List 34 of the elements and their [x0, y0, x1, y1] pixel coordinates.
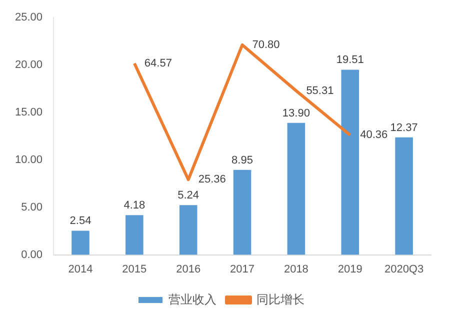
x-tick-label: 2020Q3: [384, 263, 424, 276]
data-label: 5.24: [178, 190, 200, 202]
bar: [341, 70, 360, 255]
data-label: 55.31: [306, 84, 334, 97]
y-tick-label: 0.00: [21, 248, 43, 261]
bar: [72, 230, 90, 255]
y-tick-label: 25.00: [14, 12, 43, 24]
x-tick-label: 2016: [176, 263, 201, 276]
bar: [233, 170, 252, 255]
x-tick-label: 2017: [230, 263, 255, 276]
data-label: 40.36: [360, 129, 388, 142]
x-tick-label: 2019: [338, 263, 362, 276]
x-tick-label: 2015: [122, 263, 147, 276]
data-label: 2.54: [70, 215, 92, 228]
y-tick-label: 5.00: [21, 201, 43, 214]
bar: [395, 137, 413, 255]
data-label: 19.51: [336, 54, 364, 66]
bar: [287, 122, 306, 255]
y-tick-label: 10.00: [14, 154, 43, 166]
data-label: 12.37: [390, 122, 418, 134]
data-label: 8.95: [232, 154, 253, 166]
y-tick-label: 20.00: [14, 59, 43, 72]
data-label: 13.90: [282, 107, 310, 120]
bar: [126, 215, 144, 255]
x-tick-label: 2014: [68, 263, 93, 276]
legend-label: 同比增长: [256, 292, 304, 306]
data-label: 25.36: [198, 174, 226, 186]
bar: [179, 205, 198, 255]
data-label: 4.18: [124, 200, 146, 212]
x-tick-label: 2018: [284, 263, 308, 276]
data-label: 64.57: [144, 57, 172, 70]
legend-label: 营业收入: [168, 292, 216, 306]
data-label: 70.80: [252, 38, 280, 51]
y-tick-label: 15.00: [14, 106, 43, 119]
